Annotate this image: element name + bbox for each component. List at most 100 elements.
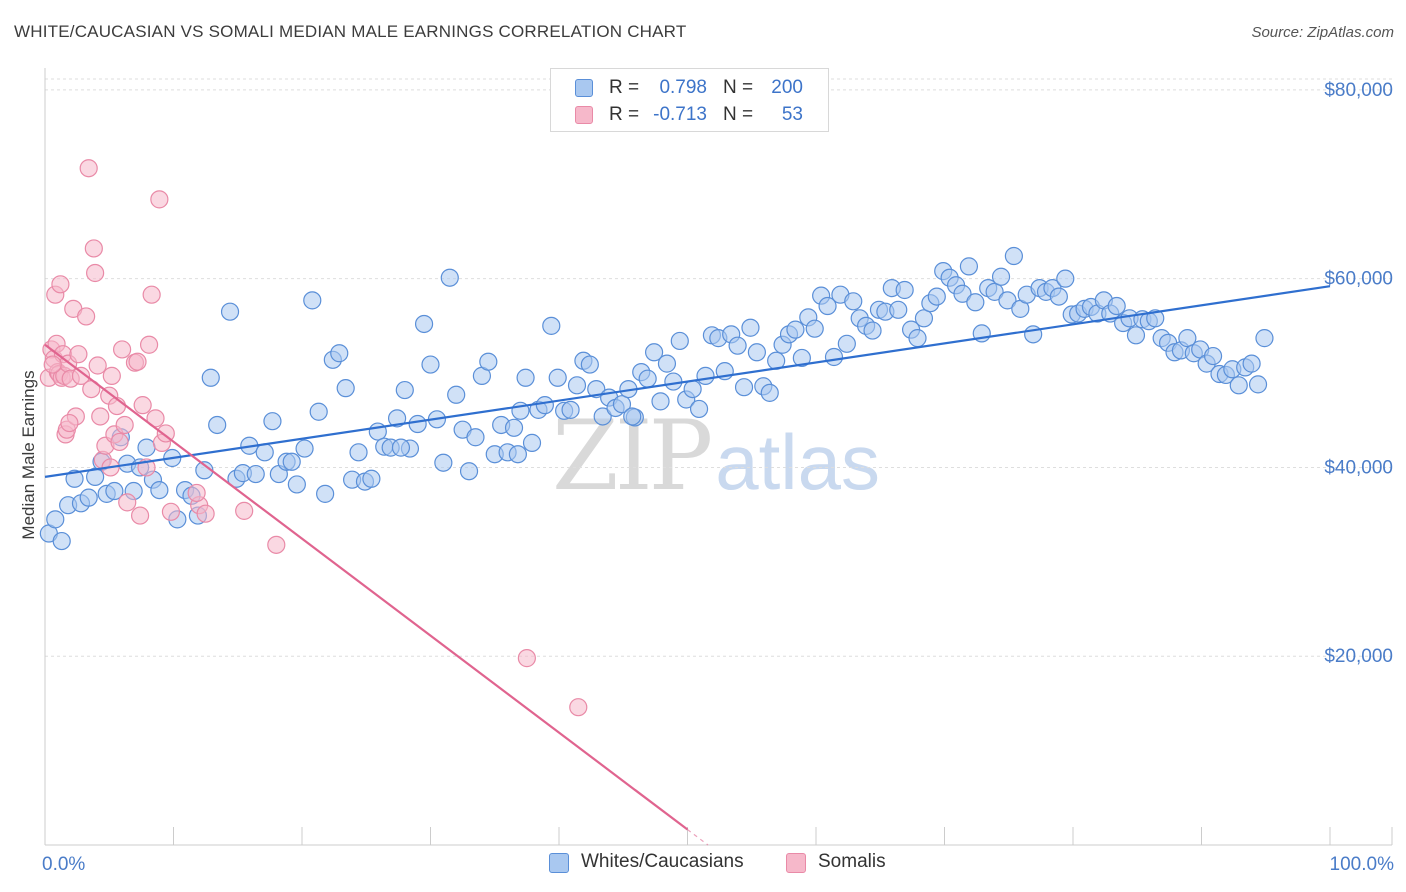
point-white [287,475,306,494]
point-white [1229,376,1248,395]
point-white [479,352,498,371]
point-white [408,414,427,434]
axis-labels: $20,000 $40,000 $60,000 $80,000 0.0% 100.0% Me… [19,80,1394,875]
point-white [1248,375,1268,394]
point-white [927,287,946,306]
point-white [1049,287,1068,306]
point-white [959,257,979,276]
point-white [1178,329,1197,348]
y-tick-label: $80,000 [1324,80,1393,101]
point-somali [133,396,152,415]
point-white [440,268,459,287]
legend-swatch-white [549,853,569,873]
point-white [638,369,657,388]
point-somali [187,483,206,503]
legend-label-somali: Somalis [818,851,886,872]
point-white [593,407,612,426]
point-somali [51,275,70,294]
point-somali [86,263,105,283]
point-white [150,480,169,500]
point-white [336,379,355,398]
point-somali [517,649,536,668]
legend-row-white: R = 0.798 N = 200 [551,74,828,102]
point-somali [77,307,96,326]
point-white [580,355,599,374]
point-white [46,510,65,529]
point-white [728,336,747,355]
point-somali [71,366,91,385]
legend-n-value: 53 [781,104,803,125]
point-white [985,282,1004,301]
trend-line-somali-extension [687,829,709,846]
point-somali [112,340,132,359]
point-white [1004,246,1023,266]
point-white [263,412,282,431]
point-somali [128,352,147,371]
point-white [52,531,71,551]
point-somali [118,493,137,512]
point-somali [115,415,134,435]
point-white [542,316,561,335]
point-white [466,428,485,447]
point-white [535,396,554,415]
point-white [561,400,580,419]
point-white [309,402,328,421]
point-white [567,376,587,395]
y-tick-label: $60,000 [1324,269,1393,290]
point-white [1203,346,1223,366]
point-white [837,334,856,353]
point-white [303,291,322,310]
legend-r-value: 0.798 [659,77,707,98]
x-tick-label-right: 100.0% [1330,854,1395,875]
point-white [1107,296,1126,316]
point-white [395,380,414,400]
point-white [741,318,760,337]
point-white [105,481,124,501]
point-somali [130,506,150,525]
point-white [516,368,535,387]
point-white [137,438,156,457]
point-white [863,321,882,340]
point-somali [142,285,161,304]
series-legend: Whites/Caucasians Somalis [0,851,1406,877]
point-white [657,354,677,373]
legend-swatch-white [575,79,593,97]
point-white [734,378,754,397]
source-label: Source: ZipAtlas.com [1251,24,1394,41]
point-white [504,418,524,437]
point-white [760,383,779,402]
point-white [966,293,985,312]
point-white [644,343,664,362]
legend-n-label: N = [723,104,754,125]
point-somali [43,355,62,374]
point-somali [69,345,88,364]
axes [44,68,1393,846]
point-white [689,399,709,419]
point-white [889,300,908,319]
point-somali [88,356,107,375]
point-white [818,296,837,316]
chart-title: WHITE/CAUCASIAN VS SOMALI MEDIAN MALE EA… [14,22,687,41]
legend-row-somali: R = -0.713 N = 53 [551,101,828,129]
legend-r-value: -0.713 [653,104,707,125]
point-white [349,443,368,462]
point-somali [91,407,110,426]
point-white [908,329,927,348]
point-white [914,309,934,328]
point-white [65,469,84,488]
legend-r-label: R = [609,77,640,98]
point-white [792,348,811,368]
point-white [362,469,381,488]
point-somali [196,504,215,523]
point-white [79,488,98,507]
point-white [330,344,349,363]
point-white [414,314,434,334]
point-white [1242,354,1261,373]
point-white [824,347,844,367]
point-white [670,331,689,351]
point-somali [161,502,181,521]
point-white [220,302,240,321]
point-somali [102,366,121,385]
point-somali [110,432,129,452]
